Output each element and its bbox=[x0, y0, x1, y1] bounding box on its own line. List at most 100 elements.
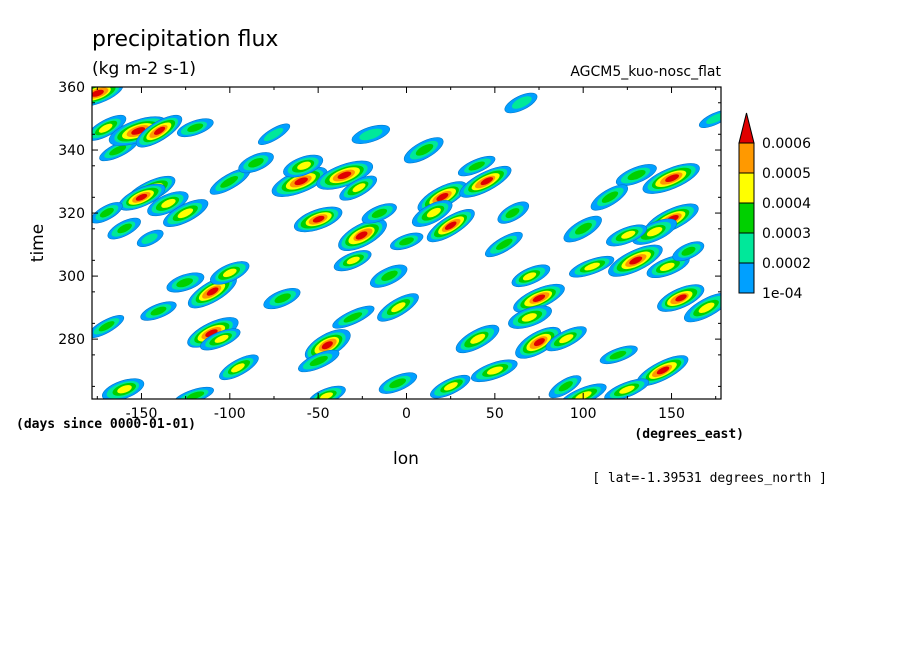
precip-contour bbox=[177, 208, 194, 219]
precip-contour bbox=[117, 385, 132, 394]
precip-contour bbox=[389, 378, 407, 389]
precip-contour bbox=[294, 177, 308, 186]
precip-contour bbox=[187, 123, 204, 132]
precip-contour bbox=[343, 312, 363, 323]
precip-cell bbox=[332, 305, 375, 329]
precip-contour bbox=[505, 208, 520, 219]
precip-cell bbox=[632, 218, 677, 245]
precip-contour bbox=[659, 262, 675, 272]
precip-contour bbox=[214, 334, 229, 343]
precip-contour bbox=[176, 278, 193, 288]
precip-cell bbox=[608, 244, 663, 277]
precip-contour bbox=[533, 338, 545, 347]
precip-cell bbox=[173, 386, 214, 399]
precip-contour bbox=[665, 174, 680, 183]
precip-cell bbox=[508, 305, 552, 329]
precip-contour bbox=[629, 256, 643, 265]
precip-cell bbox=[403, 137, 444, 164]
precip-cell bbox=[333, 250, 372, 272]
precip-contour bbox=[558, 381, 573, 392]
precip-contour bbox=[131, 127, 146, 135]
precip-contour bbox=[321, 341, 333, 350]
precip-cell bbox=[515, 326, 562, 359]
precip-cell bbox=[92, 315, 125, 339]
precip-cell bbox=[411, 200, 453, 227]
x-tick-label: 100 bbox=[570, 406, 597, 422]
precip-contour bbox=[186, 391, 205, 399]
precip-cell bbox=[135, 114, 183, 148]
precip-contour bbox=[320, 392, 333, 399]
precip-contour bbox=[352, 183, 366, 193]
precip-cell bbox=[361, 203, 397, 224]
precip-contour bbox=[99, 207, 114, 218]
x-axis-label: lon bbox=[393, 449, 419, 469]
colorbar-swatch bbox=[738, 232, 755, 264]
precip-contour bbox=[231, 363, 245, 373]
precip-contour bbox=[675, 294, 687, 302]
precip-contour bbox=[468, 161, 485, 171]
precip-contour bbox=[656, 366, 670, 375]
precip-cell bbox=[163, 199, 209, 227]
precip-contour bbox=[621, 230, 636, 239]
precip-cell bbox=[604, 378, 650, 399]
precip-cell bbox=[615, 164, 657, 187]
precip-contour bbox=[337, 171, 352, 180]
precip-cell bbox=[351, 124, 391, 144]
y-axis: 280 300 320 340 360 bbox=[58, 80, 721, 387]
precip-contour bbox=[263, 128, 284, 142]
colorbar-label: 1e-04 bbox=[762, 286, 802, 302]
precip-contour bbox=[92, 89, 104, 97]
precip-contour bbox=[206, 287, 219, 296]
precip-cell bbox=[369, 264, 408, 288]
precip-contour bbox=[141, 233, 158, 244]
precip-contour bbox=[359, 128, 383, 141]
precip-cell bbox=[293, 206, 343, 233]
precip-cell bbox=[118, 183, 166, 211]
colorbar-label: 0.0002 bbox=[762, 256, 811, 272]
x-axis-units: (degrees_east) bbox=[634, 427, 744, 442]
colorbar-swatch bbox=[738, 172, 755, 204]
precip-cell bbox=[642, 163, 700, 194]
precip-contour bbox=[135, 193, 148, 201]
precip-cell bbox=[107, 217, 141, 240]
precip-contour bbox=[522, 272, 537, 281]
precip-cell bbox=[92, 87, 124, 108]
precip-cell bbox=[271, 166, 328, 197]
precip-contour bbox=[575, 222, 592, 235]
precip-contour bbox=[220, 175, 239, 188]
colorbar-legend: 0.0006 0.0005 0.0004 0.0003 0.0002 1e-04 bbox=[738, 112, 811, 302]
precip-cell bbox=[606, 224, 648, 247]
precip-contour bbox=[470, 333, 486, 344]
precip-contour bbox=[426, 207, 441, 218]
y-tick-label: 320 bbox=[58, 206, 85, 222]
precip-cell bbox=[283, 154, 324, 178]
precip-cell bbox=[684, 292, 721, 323]
precip-contour bbox=[619, 385, 635, 394]
precip-contour bbox=[521, 313, 537, 322]
precip-contour bbox=[391, 302, 406, 313]
precip-cell bbox=[497, 201, 530, 224]
precip-contour bbox=[681, 246, 696, 256]
chart-units: (kg m-2 s-1) bbox=[92, 59, 196, 79]
x-tick-label: -150 bbox=[126, 406, 158, 422]
precip-cell bbox=[455, 324, 500, 354]
precip-cell bbox=[238, 152, 274, 174]
precip-cell bbox=[485, 231, 523, 258]
precip-cell bbox=[504, 92, 538, 114]
precip-cell bbox=[590, 184, 629, 211]
precip-contour bbox=[153, 126, 166, 135]
colorbar-label: 0.0004 bbox=[762, 196, 811, 212]
precip-cell bbox=[470, 359, 518, 383]
precip-cell bbox=[657, 284, 705, 312]
precip-contour bbox=[355, 231, 368, 240]
precip-cell bbox=[378, 372, 418, 394]
precip-cell bbox=[140, 301, 177, 321]
precip-cell bbox=[147, 191, 189, 217]
y-tick-label: 280 bbox=[58, 332, 85, 348]
precip-contour bbox=[222, 268, 237, 278]
precip-cell bbox=[102, 378, 145, 399]
precip-cell bbox=[377, 293, 419, 322]
precip-cell bbox=[304, 329, 351, 361]
precip-cell bbox=[166, 272, 205, 293]
